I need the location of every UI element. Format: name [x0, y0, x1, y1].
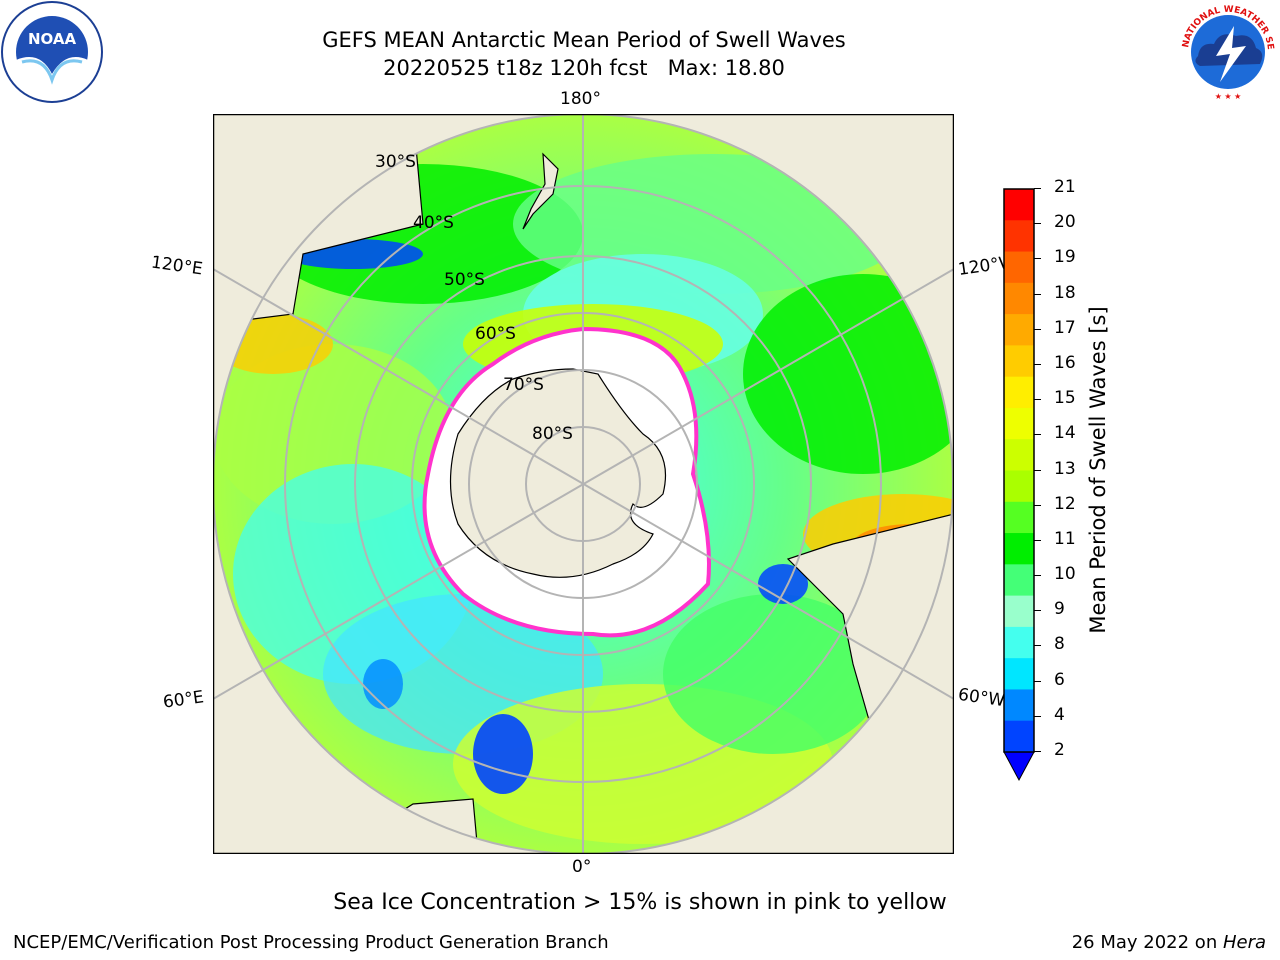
colorbar-cell [1004, 376, 1034, 409]
lon-label-60w: 60°W [956, 684, 1007, 712]
colorbar-cell [1004, 689, 1034, 722]
lat-label-40s: 40°S [413, 213, 454, 233]
colorbar [1003, 188, 1035, 782]
colorbar-cell [1004, 564, 1034, 597]
colorbar-cell [1004, 626, 1034, 659]
colorbar-tick-label: 2 [1054, 740, 1065, 760]
polar-map [213, 114, 954, 854]
lon-label-60e: 60°E [161, 687, 206, 713]
colorbar-tick-label: 10 [1054, 564, 1076, 585]
colorbar-cell [1004, 314, 1034, 346]
colorbar-cell [1004, 407, 1034, 440]
footer-credit: NCEP/EMC/Verification Post Processing Pr… [13, 932, 609, 953]
colorbar-extend-arrow [1003, 751, 1035, 782]
colorbar-tick-label: 19 [1054, 247, 1076, 268]
colorbar-tick-mark [1034, 539, 1041, 541]
colorbar-cell [1004, 220, 1034, 253]
colorbar-cell [1004, 470, 1034, 503]
colorbar-cell [1004, 658, 1034, 690]
lat-label-30s: 30°S [375, 152, 416, 172]
colorbar-label: Mean Period of Swell Waves [s] [1086, 306, 1110, 634]
lat-label-70s: 70°S [503, 375, 544, 395]
colorbar-tick-label: 8 [1054, 634, 1065, 655]
chart-subtitle: 20220525 t18z 120h fcst Max: 18.80 [383, 56, 785, 80]
colorbar-border [1003, 188, 1035, 753]
sea-ice-note: Sea Ice Concentration > 15% is shown in … [333, 890, 947, 915]
colorbar-tick-mark [1034, 293, 1041, 295]
colorbar-cell [1004, 720, 1034, 753]
colorbar-tick-label: 6 [1054, 669, 1065, 690]
colorbar-cell [1004, 595, 1034, 628]
lat-label-50s: 50°S [444, 270, 485, 290]
colorbar-tick-label: 4 [1054, 704, 1065, 725]
noaa-logo: NOAA [1, 1, 103, 103]
footer-machine: Hera [1222, 932, 1266, 953]
colorbar-tick-mark [1034, 751, 1041, 752]
footer-date-text: 26 May 2022 on [1071, 932, 1223, 953]
colorbar-tick-mark [1034, 680, 1041, 682]
colorbar-tick-mark [1034, 258, 1041, 260]
colorbar-cell [1004, 282, 1034, 315]
lon-label-120e: 120°E [149, 252, 204, 280]
colorbar-cell [1004, 533, 1034, 565]
colorbar-tick-mark [1034, 504, 1041, 506]
colorbar-tick-label: 12 [1054, 493, 1076, 514]
colorbar-tick-mark [1034, 575, 1041, 577]
colorbar-cell [1004, 501, 1034, 534]
lat-label-60s: 60°S [475, 324, 516, 344]
colorbar-tick-label: 11 [1054, 528, 1076, 549]
map-border [213, 114, 954, 854]
colorbar-tick-mark [1034, 715, 1041, 717]
colorbar-tick-mark [1034, 399, 1041, 401]
colorbar-tick-mark [1034, 223, 1041, 225]
lat-label-80s: 80°S [532, 424, 573, 444]
colorbar-tick-mark [1034, 328, 1041, 330]
colorbar-tick-mark [1034, 645, 1041, 647]
svg-text:★ ★ ★: ★ ★ ★ [1215, 92, 1242, 101]
lon-label-180: 180° [560, 89, 601, 109]
chart-title: GEFS MEAN Antarctic Mean Period of Swell… [322, 28, 846, 52]
colorbar-tick-label: 13 [1054, 458, 1076, 479]
nws-logo: NATIONAL WEATHER SERVICE ★ ★ ★ [1176, 0, 1278, 102]
colorbar-tick-mark [1034, 469, 1041, 471]
colorbar-tick-mark [1034, 363, 1041, 365]
colorbar-tick-label: 14 [1054, 423, 1076, 444]
lon-label-0: 0° [572, 857, 592, 877]
longitude-gridlines [213, 114, 954, 854]
colorbar-cell [1004, 251, 1034, 284]
colorbar-tick-label: 17 [1054, 317, 1076, 338]
colorbar-tick-label: 20 [1054, 212, 1076, 233]
antarctica [449, 368, 667, 578]
colorbar-tick-label: 9 [1054, 599, 1065, 620]
colorbar-cell [1004, 189, 1034, 221]
colorbar-cell [1004, 345, 1034, 378]
colorbar-tick-mark [1034, 434, 1041, 436]
footer-date: 26 May 2022 on Hera [1072, 932, 1266, 953]
colorbar-tick-label: 18 [1054, 282, 1076, 303]
colorbar-tick-label: 21 [1054, 177, 1076, 197]
colorbar-tick-mark [1034, 610, 1041, 612]
colorbar-tick-mark [1034, 188, 1041, 189]
colorbar-cell [1004, 439, 1034, 471]
svg-text:NOAA: NOAA [28, 30, 77, 48]
colorbar-tick-label: 16 [1054, 352, 1076, 373]
colorbar-tick-label: 15 [1054, 388, 1076, 409]
